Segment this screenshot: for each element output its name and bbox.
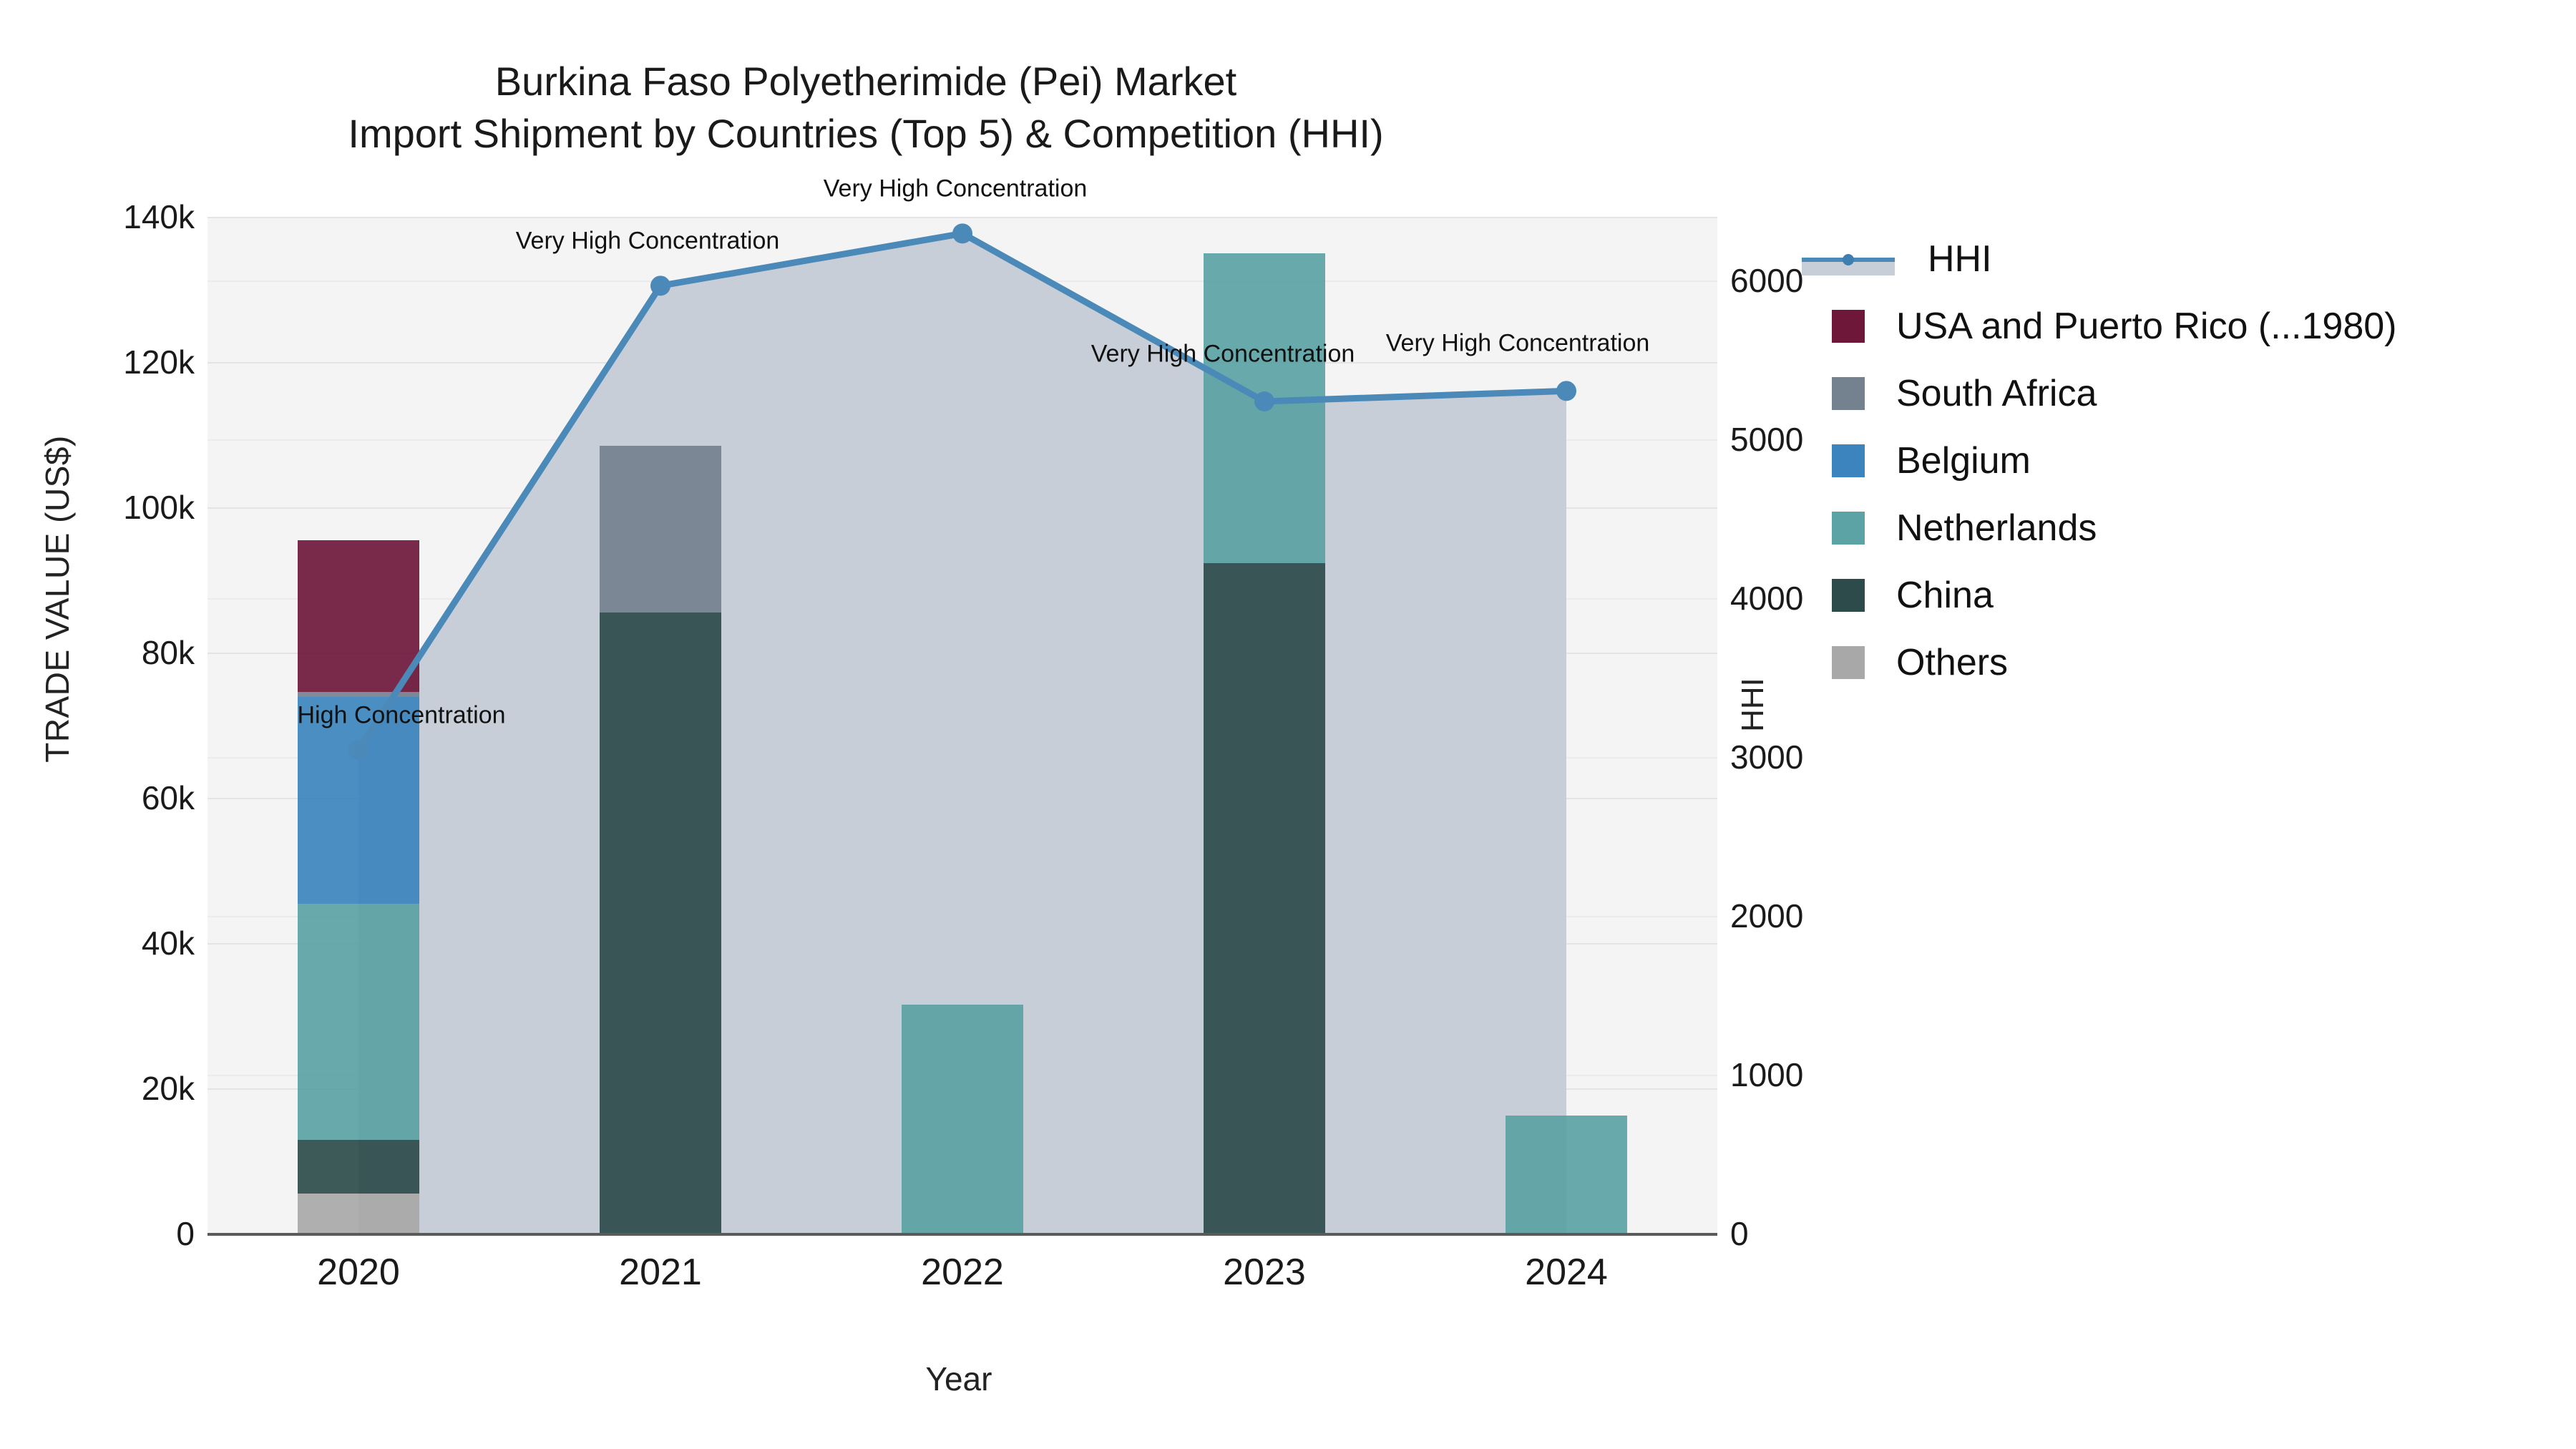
hhi-data-point[interactable]: [348, 740, 369, 761]
bar-segment[interactable]: [298, 540, 419, 692]
hhi-line-svg: [348, 223, 1576, 761]
y-axis-left-tick-label: 60k: [141, 779, 195, 816]
legend-line-marker: [1843, 254, 1854, 265]
y-axis-right-tick-label: 1000: [1730, 1055, 1804, 1093]
legend-item[interactable]: USA and Puerto Rico (...1980): [1832, 303, 2555, 349]
concentration-annotation: Very High Concentration: [1385, 329, 1650, 357]
y-axis-right-label: HHI: [1735, 678, 1770, 732]
y-axis-right-tick-label: 0: [1730, 1215, 1749, 1252]
legend-item-label: Belgium: [1896, 440, 2031, 482]
legend-color-swatch: [1832, 377, 1865, 410]
legend-item-label: Netherlands: [1896, 507, 2097, 549]
y-axis-right-tick-label: 3000: [1730, 738, 1804, 776]
y-axis-left-tick-label: 80k: [141, 634, 195, 671]
hhi-polyline: [355, 230, 1570, 753]
bar-segment[interactable]: [298, 1140, 419, 1194]
legend-item[interactable]: HHI: [1802, 236, 2555, 282]
y-axis-right-tick-label: 4000: [1730, 579, 1804, 617]
bar-segment[interactable]: [1204, 563, 1325, 1234]
x-axis-tick-label: 2024: [1525, 1252, 1608, 1293]
legend-line-icon: [1802, 243, 1895, 275]
y-axis-left-tick-label: 100k: [123, 489, 195, 526]
y-axis-left-tick-label: 120k: [123, 343, 195, 381]
gridline: [208, 217, 1717, 218]
concentration-annotation: Very High Concentration: [823, 175, 1088, 203]
y-axis-left-tick-label: 20k: [141, 1070, 195, 1107]
hhi-data-point[interactable]: [952, 223, 972, 244]
x-axis-tick-label: 2022: [921, 1252, 1004, 1293]
y-axis-right-tick-label: 5000: [1730, 420, 1804, 458]
y-axis-left-tick-label: 140k: [123, 198, 195, 235]
x-axis-label: Year: [925, 1360, 992, 1397]
chart-title-line-1: Burkina Faso Polyetherimide (Pei) Market: [494, 59, 1237, 104]
legend-item-label: South Africa: [1896, 373, 2097, 414]
legend-item-label: USA and Puerto Rico (...1980): [1896, 306, 2397, 347]
x-axis-tick-label: 2020: [317, 1252, 400, 1293]
legend-color-swatch: [1832, 646, 1865, 679]
legend-item[interactable]: South Africa: [1832, 371, 2555, 416]
legend-item[interactable]: Netherlands: [1832, 505, 2555, 551]
legend-color-swatch: [1832, 310, 1865, 343]
legend-color-swatch: [1832, 444, 1865, 477]
bar-segment[interactable]: [298, 1194, 419, 1234]
legend-item[interactable]: China: [1832, 572, 2555, 618]
concentration-annotation: High Concentration: [297, 701, 506, 729]
legend-color-swatch: [1832, 512, 1865, 545]
hhi-data-point[interactable]: [650, 275, 670, 296]
chart-title: Burkina Faso Polyetherimide (Pei) Market…: [0, 56, 1732, 160]
hhi-data-point[interactable]: [1254, 391, 1274, 412]
bar-segment[interactable]: [1506, 1115, 1627, 1234]
bar-segment[interactable]: [298, 691, 419, 697]
legend-color-swatch: [1832, 579, 1865, 612]
y-axis-right-tick-label: 6000: [1730, 261, 1804, 299]
concentration-annotation: Very High Concentration: [1091, 340, 1355, 368]
legend-area-band: [1802, 261, 1895, 275]
x-axis-line: [208, 1233, 1717, 1236]
hhi-data-point[interactable]: [1556, 381, 1576, 401]
legend-item-label: China: [1896, 575, 1994, 616]
legend: HHI USA and Puerto Rico (...1980) South Af…: [1802, 236, 2555, 707]
y-axis-left-label: TRADE VALUE (US$): [39, 435, 76, 763]
x-axis-tick-label: 2023: [1223, 1252, 1306, 1293]
legend-item[interactable]: Others: [1832, 640, 2555, 686]
legend-item-label: HHI: [1928, 238, 1992, 280]
chart-title-line-2: Import Shipment by Countries (Top 5) & C…: [348, 110, 1384, 156]
bar-segment[interactable]: [600, 445, 721, 613]
y-axis-left-tick-label: 40k: [141, 924, 195, 962]
bar-segment[interactable]: [902, 1005, 1023, 1234]
y-axis-right-tick-label: 2000: [1730, 897, 1804, 935]
legend-item-label: Others: [1896, 642, 2009, 683]
legend-item[interactable]: Belgium: [1832, 438, 2555, 484]
bar-segment[interactable]: [600, 613, 721, 1234]
concentration-annotation: Very High Concentration: [515, 227, 780, 255]
y-axis-left-tick-label: 0: [176, 1215, 195, 1252]
bar-segment[interactable]: [298, 904, 419, 1141]
bar-segment[interactable]: [298, 696, 419, 904]
plot-area: High Concentration Very High Concentratio…: [208, 175, 1717, 1234]
x-axis-tick-label: 2021: [619, 1252, 702, 1293]
